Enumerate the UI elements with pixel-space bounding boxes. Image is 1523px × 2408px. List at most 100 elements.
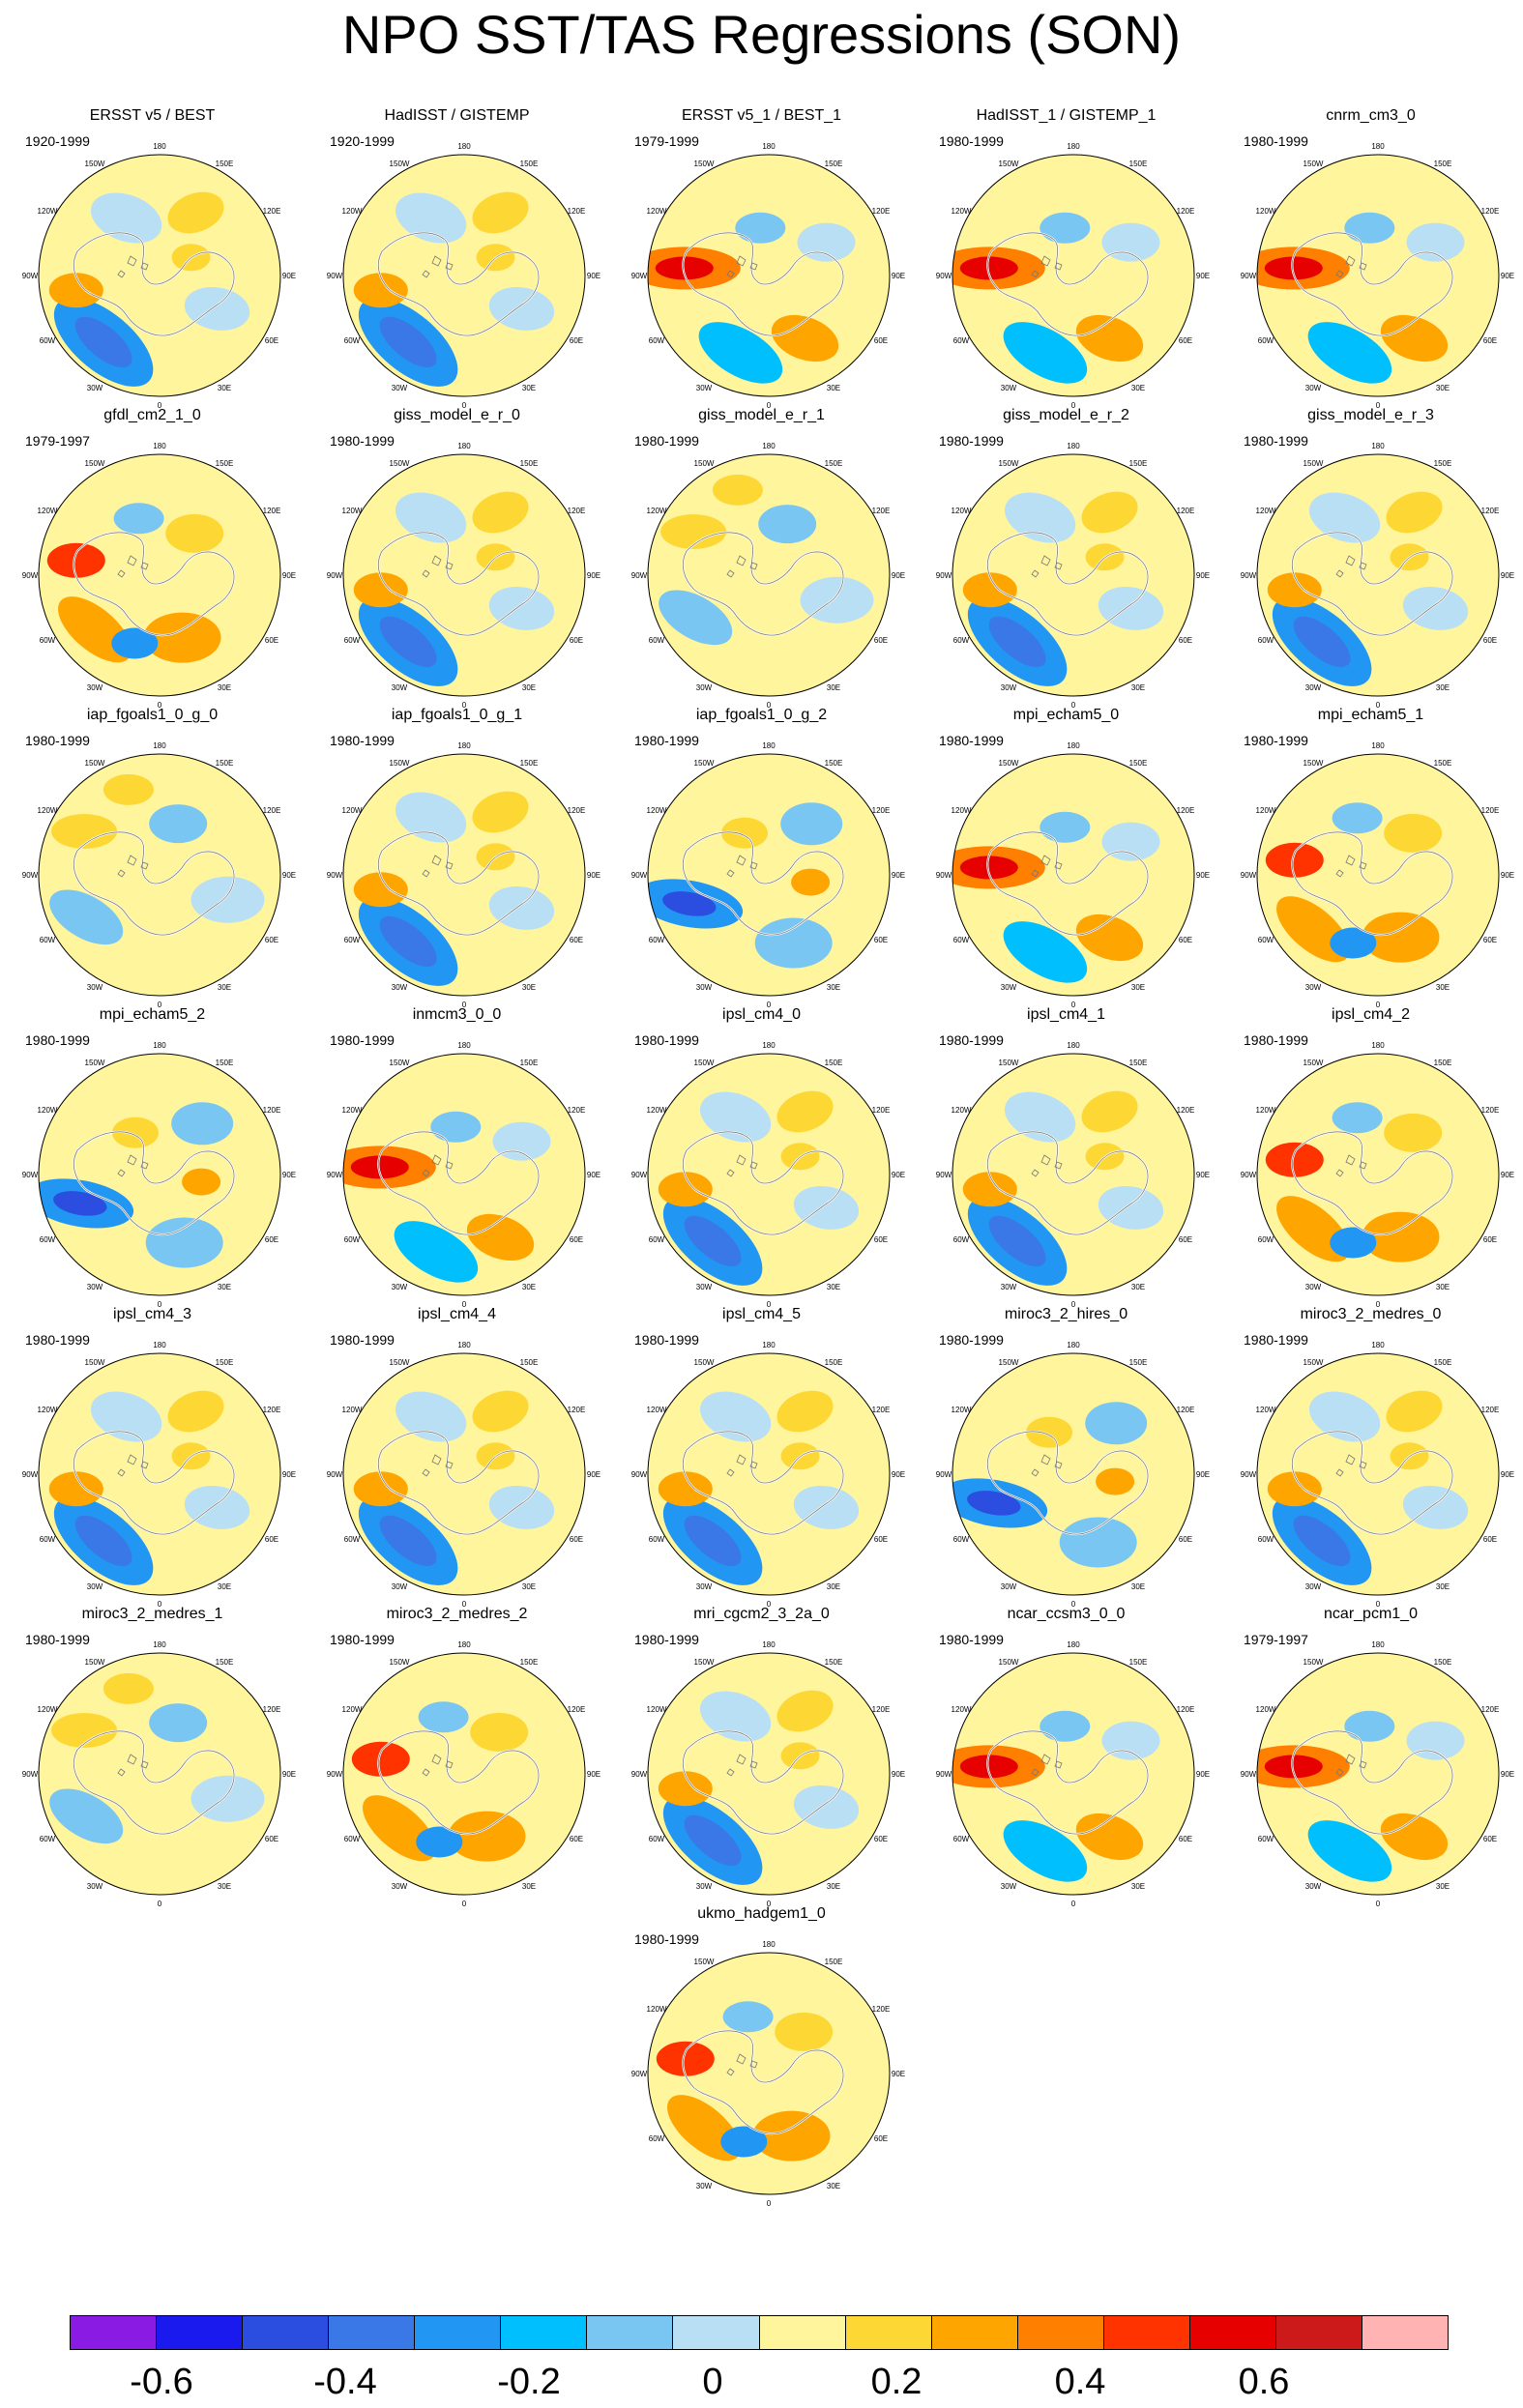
anomaly-region (1380, 1813, 1449, 1861)
longitude-label: 120W (952, 1106, 972, 1115)
map-container: 180 150E 120E 90E 60E 30E 0 30W 60W 90W 120W 150W (629, 135, 909, 416)
islands (117, 1454, 149, 1477)
colorbar (70, 2315, 1449, 2352)
longitude-label: 60W (1258, 336, 1274, 345)
longitude-label: 60E (1483, 1235, 1497, 1244)
anomaly-region (395, 1391, 467, 1442)
longitude-label: 30E (522, 384, 536, 392)
anomaly-region (1101, 822, 1160, 861)
longitude-label: 150E (825, 1658, 843, 1667)
longitude-label: 120W (647, 507, 667, 515)
page-title: NPO SST/TAS Regressions (SON) (341, 4, 1182, 65)
longitude-label: 180 (1371, 1341, 1385, 1349)
anomaly-region (430, 1111, 482, 1143)
panel-title: miroc3_2_medres_2 (386, 1606, 528, 1622)
panel-title: giss_model_e_r_2 (1003, 407, 1129, 423)
longitude-label: 30W (392, 983, 408, 992)
anomaly-region (418, 1701, 469, 1733)
polar-map: 180 150E 120E 90E 60E 30E 0 30W 60W 90W 120W 150W (327, 1640, 600, 1908)
longitude-label: 150E (1434, 759, 1452, 768)
anomaly-region (1386, 491, 1443, 534)
longitude-label: 120W (38, 207, 58, 216)
panel-years: 1980-1999 (330, 1632, 395, 1647)
panel-years: 1980-1999 (1244, 433, 1308, 449)
islands (422, 255, 454, 278)
longitude-label: 30W (87, 1283, 103, 1291)
anomaly-region (1406, 1721, 1465, 1760)
longitude-label: 60W (953, 936, 970, 944)
map-boundary (38, 154, 281, 397)
longitude-label: 150W (694, 1958, 715, 1966)
anomaly-region (472, 491, 529, 534)
map-panel: giss_model_e_r_1 180 150E 120E 90E 60E 30E 0 30W… (609, 406, 914, 715)
longitude-label: 90E (587, 1470, 600, 1479)
panel-years: 1979-1997 (1244, 1632, 1308, 1647)
longitude-label: 0 (767, 2199, 772, 2208)
anomaly-region (488, 586, 555, 630)
map-panel: HadISST / GISTEMP 180 150E 120E 90E 60E 30E 0 30… (305, 106, 609, 416)
map-container: 180 150E 120E 90E 60E 30E 0 30W 60W 90W 120W 150W (19, 1334, 300, 1614)
longitude-label: 90E (892, 571, 905, 580)
panel-years: 1980-1999 (330, 733, 395, 748)
longitude-label: 60W (1258, 1535, 1274, 1544)
longitude-label: 0 (158, 1900, 162, 1908)
anomaly-region (416, 1826, 463, 1858)
anomaly-region (472, 791, 529, 833)
polar-map: 180 150E 120E 90E 60E 30E 0 30W 60W 90W 120W 150W (1241, 1041, 1514, 1309)
longitude-label: 150W (694, 759, 715, 768)
longitude-label: 30W (696, 1283, 713, 1291)
longitude-label: 0 (462, 1600, 467, 1609)
longitude-label: 120E (568, 1406, 586, 1414)
longitude-label: 150W (999, 160, 1019, 168)
longitude-label: 30E (522, 683, 536, 692)
map-boundary (647, 1053, 891, 1296)
map-container: 180 150E 120E 90E 60E 30E 0 30W 60W 90W 120W 150W (629, 1034, 909, 1315)
colorbar-tick-label: 0.6 (1238, 2362, 1290, 2402)
anomaly-region (1265, 1142, 1324, 1177)
longitude-label: 150E (1434, 1658, 1452, 1667)
longitude-label: 60W (953, 1535, 970, 1544)
anomaly-region (735, 212, 786, 244)
anomaly-region (90, 1391, 162, 1442)
coastline (682, 532, 844, 636)
anomaly-region (791, 868, 831, 896)
anomaly-region (752, 2110, 831, 2161)
anomaly-region (1293, 1515, 1351, 1567)
map-panel: ipsl_cm4_3 180 150E 120E 90E 60E 30E 0 30W 60W 90W… (0, 1305, 305, 1614)
polar-map: 180 150E 120E 90E 60E 30E 0 30W 60W 90W 120W 150W (631, 1940, 905, 2208)
map-container: 180 150E 120E 90E 60E 30E 0 30W 60W 90W 120W 150W (1238, 1334, 1518, 1614)
longitude-label: 90W (936, 1171, 952, 1179)
anomaly-region (353, 1471, 408, 1507)
coastline (377, 1730, 540, 1835)
longitude-label: 120E (568, 1106, 586, 1115)
colorbar-box (844, 2315, 932, 2350)
longitude-label: 120E (568, 507, 586, 515)
longitude-label: 60E (570, 936, 583, 944)
panel-title: HadISST / GISTEMP (384, 107, 530, 124)
longitude-label: 150E (520, 160, 539, 168)
coastline (1291, 1131, 1453, 1235)
anomaly-region (793, 1784, 860, 1829)
longitude-label: 120W (1256, 1406, 1276, 1414)
longitude-label: 30W (87, 1582, 103, 1591)
anomaly-region (797, 222, 856, 262)
longitude-label: 180 (1371, 741, 1385, 750)
longitude-label: 60W (649, 1535, 665, 1544)
panel-years: 1980-1999 (939, 1632, 1004, 1647)
longitude-label: 120W (647, 806, 667, 815)
longitude-label: 150E (825, 759, 843, 768)
longitude-label: 150E (825, 160, 843, 168)
anomaly-region (988, 616, 1046, 668)
longitude-label: 150E (216, 1658, 234, 1667)
longitude-label: 150W (390, 1658, 410, 1667)
longitude-label: 0 (462, 1300, 467, 1309)
anomaly-region (112, 1117, 159, 1148)
longitude-label: 120E (1177, 207, 1195, 216)
map-panel: cnrm_cm3_0 180 150E 120E 90E 60E 30E 0 30W 60W 90W… (1218, 106, 1523, 416)
coastline (1291, 1431, 1453, 1535)
map-container: 180 150E 120E 90E 60E 30E 0 30W 60W 90W 120W 150W (324, 435, 604, 715)
map-container: 180 150E 120E 90E 60E 30E 0 30W 60W 90W 120W 150W (19, 135, 300, 416)
longitude-label: 90E (587, 1770, 600, 1779)
longitude-label: 150E (216, 759, 234, 768)
map-panel: mpi_echam5_2 180 150E 120E 90E 60E 30E 0 30W 60W 9… (0, 1005, 305, 1315)
